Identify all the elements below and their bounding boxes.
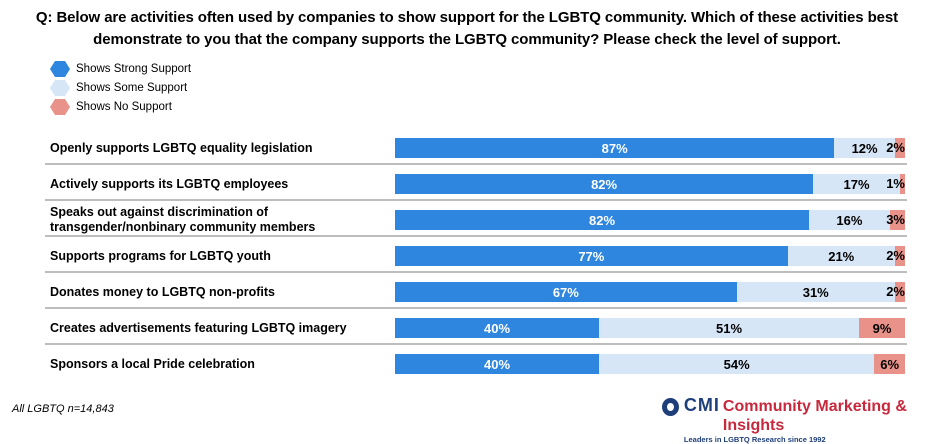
legend-label: Shows No Support [76, 101, 172, 113]
bar-segment [894, 138, 905, 158]
category-label: Openly supports LGBTQ equality legislati… [50, 140, 313, 155]
legend-hexagon-icon [50, 80, 70, 96]
legend-item: Shows Strong Support [50, 61, 191, 77]
bar-segment [894, 282, 905, 302]
bar-segment: 16% [809, 210, 890, 230]
row-divider [45, 235, 907, 237]
bar-segment: 87% [395, 138, 835, 158]
category-label: Creates advertisements featuring LGBTQ i… [50, 320, 347, 335]
footnote: All LGBTQ n=14,843 [12, 403, 114, 415]
bar-value-label: 1% [886, 176, 905, 191]
logo-cmi: CMI [683, 395, 720, 415]
logo-name: Community Marketing & Insights [722, 398, 907, 434]
bar-segment: 21% [787, 246, 895, 266]
legend-label: Shows Strong Support [76, 63, 192, 75]
legend-label: Shows Some Support [76, 82, 188, 94]
bar-segment [889, 210, 905, 230]
category-label: Actively supports its LGBTQ employees [50, 176, 289, 191]
bar-segment: 17% [813, 174, 900, 194]
legend-item: Shows Some Support [50, 80, 187, 96]
bar-value-label: 2% [886, 284, 905, 299]
bar-value-label: 2% [886, 140, 905, 155]
bar-segment: 67% [395, 282, 737, 302]
bar-segment: 51% [599, 318, 860, 338]
bar-segment: 82% [395, 210, 810, 230]
bar-segment: 77% [395, 246, 788, 266]
bar-segment: 82% [395, 174, 814, 194]
chart-title: Q: Below are activities often used by co… [35, 9, 899, 48]
cmi-logo: CMI Community Marketing & Insights Leade… [662, 396, 934, 444]
bar-segment: 40% [395, 318, 599, 338]
row-divider [45, 343, 907, 345]
category-label: Sponsors a local Pride celebration [50, 356, 255, 371]
category-label: Donates money to LGBTQ non-profits [50, 284, 275, 299]
logo-text: CMI Community Marketing & Insights Leade… [684, 396, 934, 444]
category-label: Supports programs for LGBTQ youth [50, 248, 271, 263]
bar-segment: 9% [859, 318, 905, 338]
bar-segment: 12% [834, 138, 895, 158]
row-divider [45, 271, 907, 273]
category-label: Speaks out against discrimination of tra… [50, 205, 316, 234]
legend-item: Shows No Support [50, 99, 172, 115]
row-divider [45, 163, 907, 165]
bar-value-label: 3% [886, 212, 905, 227]
bar-segment: 31% [736, 282, 895, 302]
bar-segment: 6% [874, 354, 905, 374]
legend-hexagon-icon [50, 99, 70, 115]
logo-ring-icon [662, 398, 679, 416]
row-divider [45, 199, 907, 201]
bar-segment [894, 246, 905, 266]
logo-wordmark: CMI Community Marketing & Insights [684, 396, 934, 435]
bar-segment [899, 174, 905, 194]
bar-value-label: 2% [886, 248, 905, 263]
row-divider [45, 307, 907, 309]
bar-segment: 40% [395, 354, 599, 374]
legend-hexagon-icon [50, 61, 70, 77]
logo-tagline: Leaders in LGBTQ Research since 1992 [683, 435, 826, 444]
bar-segment: 54% [599, 354, 875, 374]
